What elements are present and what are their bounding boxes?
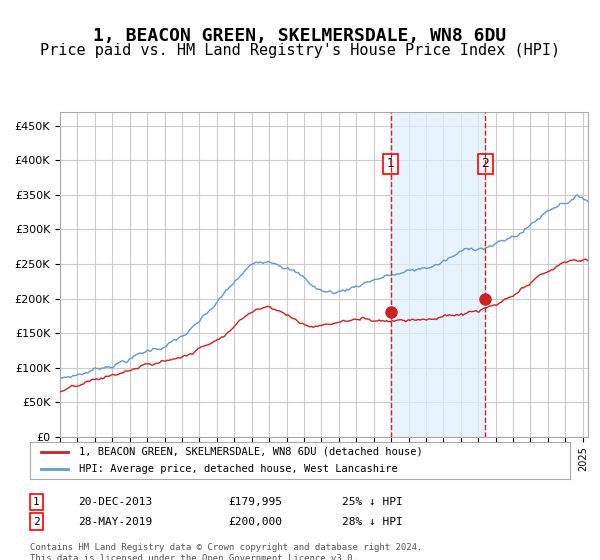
Text: Price paid vs. HM Land Registry's House Price Index (HPI): Price paid vs. HM Land Registry's House … <box>40 43 560 58</box>
Text: HPI: Average price, detached house, West Lancashire: HPI: Average price, detached house, West… <box>79 464 397 474</box>
Text: 1: 1 <box>33 497 40 507</box>
Text: 25% ↓ HPI: 25% ↓ HPI <box>342 497 403 507</box>
Text: £179,995: £179,995 <box>228 497 282 507</box>
Text: 2: 2 <box>481 157 489 170</box>
Text: Contains HM Land Registry data © Crown copyright and database right 2024.
This d: Contains HM Land Registry data © Crown c… <box>30 543 422 560</box>
Text: £200,000: £200,000 <box>228 517 282 527</box>
Text: 28% ↓ HPI: 28% ↓ HPI <box>342 517 403 527</box>
Text: 1, BEACON GREEN, SKELMERSDALE, WN8 6DU (detached house): 1, BEACON GREEN, SKELMERSDALE, WN8 6DU (… <box>79 446 422 456</box>
Text: 2: 2 <box>33 517 40 527</box>
Bar <box>391 112 485 437</box>
Text: 1, BEACON GREEN, SKELMERSDALE, WN8 6DU: 1, BEACON GREEN, SKELMERSDALE, WN8 6DU <box>94 27 506 45</box>
Text: 20-DEC-2013: 20-DEC-2013 <box>78 497 152 507</box>
Text: 1: 1 <box>386 157 395 170</box>
Text: 28-MAY-2019: 28-MAY-2019 <box>78 517 152 527</box>
